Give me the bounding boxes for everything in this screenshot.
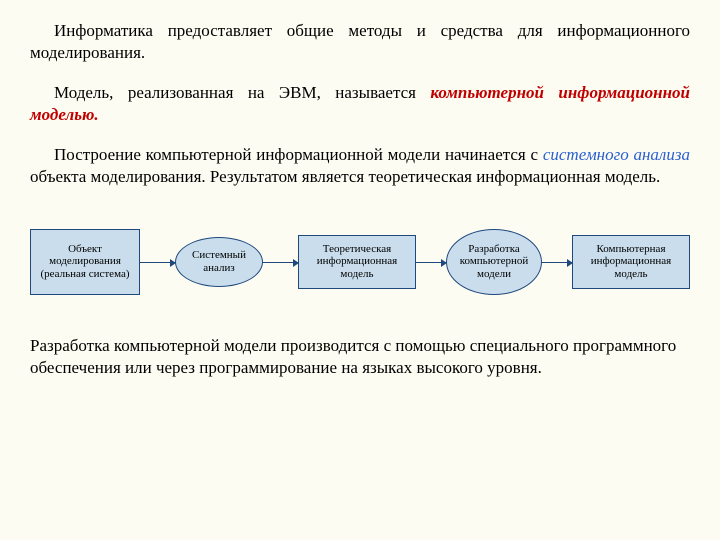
flowchart-node-n1: Объект моделирования (реальная система) [30,229,140,295]
paragraph-2: Модель, реализованная на ЭВМ, называется… [30,82,690,126]
p3-emphasis-blue: системного анализа [543,145,690,164]
p3-text-a: Построение компьютерной информационной м… [54,145,543,164]
paragraph-1: Информатика предоставляет общие методы и… [30,20,690,64]
flowchart-node-n3: Теоретическая информационная модель [298,235,416,289]
p2-text-a: Модель, реализованная на ЭВМ, называется [54,83,430,102]
flowchart-diagram: Объект моделирования (реальная система) С… [30,207,690,317]
flowchart-arrow-n1-n2 [140,262,175,263]
flowchart-arrow-n3-n4 [416,262,446,263]
flowchart-node-n5: Компьютерная информационная модель [572,235,690,289]
flowchart-arrow-n4-n5 [542,262,572,263]
paragraph-4: Разработка компьютерной модели производи… [30,335,690,379]
p3-text-b: объекта моделирования. Результатом являе… [30,167,660,186]
flowchart-arrow-n2-n3 [263,262,298,263]
flowchart-node-n2: Системный анализ [175,237,263,287]
flowchart-node-n4: Разработка компьютерной модели [446,229,542,295]
paragraph-3: Построение компьютерной информационной м… [30,144,690,188]
